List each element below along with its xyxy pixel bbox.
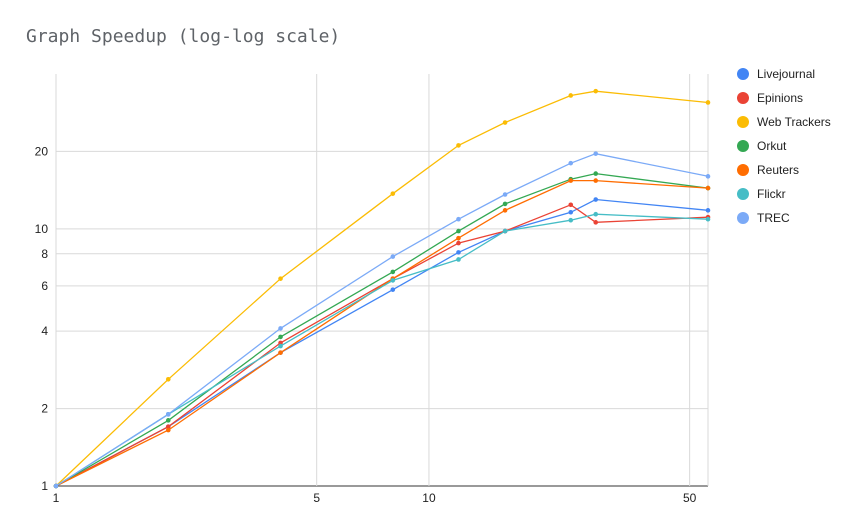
data-point-web-trackers [390, 191, 396, 196]
series-line-trec [55, 153, 709, 487]
legend-marker-epinions [737, 92, 749, 104]
series-line-reuters [55, 179, 709, 487]
data-point-web-trackers [502, 120, 508, 125]
data-point-livejournal [593, 197, 599, 202]
data-point-reuters [278, 350, 283, 355]
data-point-reuters [568, 178, 574, 183]
legend-marker-orkut [737, 140, 749, 152]
data-point-trec [165, 412, 171, 417]
data-point-epinions [278, 340, 283, 346]
data-point-epinions [593, 220, 599, 225]
data-point-web-trackers [456, 143, 461, 148]
legend-marker-trec [737, 212, 749, 224]
data-point-flickr [390, 278, 396, 283]
series-lines [53, 88, 711, 489]
data-point-web-trackers [278, 276, 283, 281]
chart-title: Graph Speedup (log-log scale) [26, 26, 341, 47]
y-tick-label: 4 [41, 324, 48, 338]
data-point-orkut [593, 171, 599, 176]
legend-marker-flickr [737, 188, 749, 200]
legend-label-livejournal: Livejournal [757, 67, 815, 81]
data-point-reuters [456, 235, 461, 241]
data-point-trec [705, 174, 711, 179]
data-point-flickr [593, 211, 599, 217]
data-point-web-trackers [165, 376, 171, 382]
data-point-trec [278, 326, 283, 331]
data-point-flickr [502, 228, 508, 234]
data-point-reuters [165, 427, 171, 433]
data-point-trec [456, 216, 461, 222]
data-point-trec [53, 483, 59, 489]
legend-label-epinions: Epinions [757, 91, 803, 105]
data-point-orkut [456, 228, 461, 234]
series-line-epinions [55, 204, 709, 487]
legend-label-flickr: Flickr [757, 187, 786, 201]
data-point-trec [568, 160, 574, 166]
series-line-flickr [55, 213, 709, 487]
x-tick-label: 5 [313, 491, 320, 505]
y-tick-label: 20 [35, 144, 49, 158]
data-point-web-trackers [568, 93, 574, 98]
data-point-reuters [502, 208, 508, 213]
data-point-flickr [705, 216, 711, 222]
y-tick-label: 2 [41, 402, 48, 416]
series-line-web-trackers [55, 90, 709, 487]
legend-marker-livejournal [737, 68, 749, 80]
series-line-orkut [55, 172, 709, 487]
data-point-trec [593, 151, 599, 156]
y-tick-label: 8 [41, 247, 48, 261]
y-tick-label: 1 [41, 479, 48, 493]
data-point-orkut [165, 418, 171, 423]
y-tick-label: 10 [35, 222, 49, 236]
legend-label-web-trackers: Web Trackers [757, 115, 831, 129]
data-point-web-trackers [593, 88, 599, 94]
legend: Livejournal Epinions Web Trackers Orkut Reut… [737, 67, 831, 225]
legend-marker-reuters [737, 164, 749, 176]
data-point-epinions [165, 424, 171, 430]
data-point-livejournal [705, 208, 711, 213]
series-line-livejournal [55, 198, 709, 487]
data-point-livejournal [390, 287, 396, 292]
legend-label-reuters: Reuters [757, 163, 799, 177]
data-point-trec [390, 254, 396, 259]
data-point-reuters [705, 185, 711, 191]
data-point-livejournal [568, 209, 574, 215]
data-point-flickr [568, 217, 574, 223]
data-point-flickr [456, 257, 461, 262]
data-point-reuters [593, 178, 599, 183]
x-tick-label: 50 [683, 491, 697, 505]
x-tick-label: 10 [422, 491, 436, 505]
data-point-trec [502, 192, 508, 197]
data-point-orkut [390, 269, 396, 275]
data-point-web-trackers [705, 100, 711, 105]
data-point-orkut [502, 201, 508, 207]
data-point-epinions [568, 202, 574, 208]
data-point-epinions [456, 240, 461, 246]
y-tick-label: 6 [41, 279, 48, 293]
legend-label-trec: TREC [757, 211, 790, 225]
legend-label-orkut: Orkut [757, 139, 787, 153]
data-point-orkut [278, 334, 283, 340]
legend-marker-web-trackers [737, 116, 749, 128]
data-point-flickr [278, 343, 283, 349]
x-tick-label: 1 [53, 491, 60, 505]
data-point-livejournal [456, 250, 461, 255]
